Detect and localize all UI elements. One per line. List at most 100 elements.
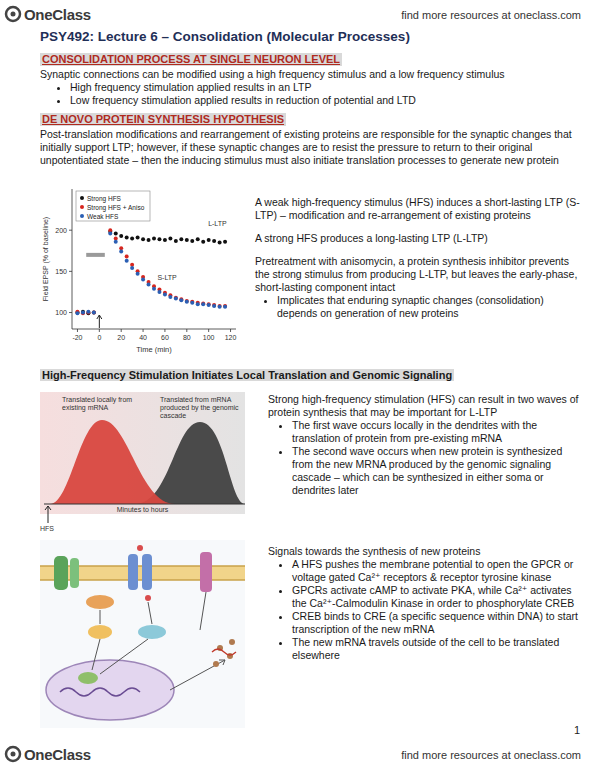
wave-local bbox=[50, 420, 175, 504]
x-tick-label: 100 bbox=[203, 334, 215, 341]
data-point bbox=[185, 300, 189, 304]
kinase-receptor bbox=[200, 552, 212, 592]
logo-text: OneClass bbox=[24, 6, 91, 23]
data-point bbox=[196, 237, 200, 241]
x-tick-label: 120 bbox=[225, 334, 237, 341]
data-point bbox=[212, 304, 216, 308]
side-text: A weak high-frequency stimulus (HFS) ind… bbox=[255, 196, 585, 330]
data-point bbox=[130, 266, 134, 270]
y-axis-label: Field EPSP (% of baseline) bbox=[42, 217, 50, 301]
data-point bbox=[125, 255, 129, 259]
data-point bbox=[212, 239, 216, 243]
logo-dot bbox=[11, 12, 16, 17]
data-point bbox=[75, 311, 79, 315]
waves-x-label: Minutes to hours bbox=[40, 506, 245, 513]
x-tick bbox=[230, 329, 231, 332]
data-point bbox=[218, 241, 222, 245]
y-tick bbox=[69, 271, 72, 272]
data-point bbox=[114, 240, 118, 244]
data-point bbox=[141, 237, 145, 241]
data-point bbox=[147, 238, 151, 242]
logo: OneClass bbox=[4, 4, 91, 24]
data-point bbox=[212, 303, 216, 307]
data-point bbox=[125, 236, 129, 240]
data-point bbox=[223, 240, 227, 244]
logo: OneClass bbox=[4, 744, 91, 764]
legend-label: Strong HFS + Aniso bbox=[87, 204, 145, 212]
legend: Strong HFSStrong HFS + AnisoWeak HFS bbox=[76, 191, 150, 221]
x-tick-label: 40 bbox=[139, 334, 147, 341]
section-heading: DE NOVO PROTEIN SYNTHESIS HYPOTHESIS bbox=[40, 113, 286, 126]
figure-bg bbox=[40, 392, 245, 514]
data-point bbox=[92, 311, 96, 315]
logo-icon bbox=[4, 745, 22, 763]
y-tick bbox=[69, 230, 72, 231]
bullet: The first wave occurs locally in the den… bbox=[292, 419, 585, 445]
x-axis-label: Time (min) bbox=[136, 345, 172, 354]
data-point bbox=[190, 300, 194, 304]
x-tick-label: 0 bbox=[97, 334, 101, 341]
page-number: 1 bbox=[574, 724, 580, 736]
bullet-list: A HFS pushes the membrane potential to o… bbox=[268, 558, 585, 662]
x-axis bbox=[72, 329, 236, 330]
data-point bbox=[174, 239, 178, 243]
plot-marks bbox=[75, 228, 227, 328]
x-tick bbox=[186, 329, 187, 332]
data-point bbox=[207, 302, 211, 306]
data-point bbox=[163, 238, 167, 242]
logo-dot bbox=[11, 752, 16, 757]
data-point bbox=[86, 311, 90, 315]
creb bbox=[78, 672, 98, 684]
data-point bbox=[185, 299, 189, 303]
paragraph: A weak high-frequency stimulus (HFS) ind… bbox=[255, 196, 585, 222]
y-axis bbox=[72, 189, 73, 329]
side-item: Pretreatment with anisomycin, a protein … bbox=[255, 255, 585, 320]
drug-bar bbox=[86, 253, 105, 257]
section: CONSOLIDATION PROCESS AT SINGLE NEURON L… bbox=[40, 53, 585, 107]
x-tick bbox=[121, 329, 122, 332]
ribosome bbox=[213, 661, 219, 667]
pathway-arrow bbox=[170, 660, 225, 690]
x-tick bbox=[143, 329, 144, 332]
logo-text: OneClass bbox=[24, 746, 91, 763]
legend-label: Strong HFS bbox=[87, 195, 122, 203]
paragraph: Post-translation modifications and rearr… bbox=[40, 128, 585, 167]
data-point bbox=[86, 310, 90, 314]
logo-icon bbox=[4, 5, 22, 23]
title: PSY492: Lecture 6 – Consolidation (Molec… bbox=[40, 29, 410, 44]
data-point bbox=[201, 240, 205, 244]
data-point bbox=[190, 301, 194, 305]
data-point bbox=[114, 231, 118, 235]
receptor bbox=[70, 558, 79, 588]
data-point bbox=[119, 250, 123, 254]
legend-swatch bbox=[80, 214, 84, 218]
bullet-list: The first wave occurs locally in the den… bbox=[268, 419, 585, 497]
bullet: High frequency stimulation applied resul… bbox=[70, 81, 585, 94]
data-point bbox=[125, 259, 129, 263]
data-point bbox=[157, 237, 161, 241]
bullet: GPCRs activate cAMP to activate PKA, whi… bbox=[292, 584, 585, 610]
channel bbox=[128, 554, 138, 590]
data-point bbox=[168, 236, 172, 240]
bullet: A HFS pushes the membrane potential to o… bbox=[292, 558, 585, 584]
legend-label: Weak HFS bbox=[87, 213, 119, 220]
paragraph: Signals towards the synthesis of new pro… bbox=[268, 545, 585, 558]
dna bbox=[60, 688, 140, 696]
arrow-head bbox=[219, 660, 225, 665]
nucleus bbox=[46, 660, 174, 720]
side-text: Signals towards the synthesis of new pro… bbox=[268, 545, 585, 662]
bullet: Low frequency stimulation applied result… bbox=[70, 94, 585, 107]
mrna bbox=[212, 649, 236, 655]
x-tick bbox=[208, 329, 209, 332]
data-point bbox=[157, 290, 161, 294]
pka bbox=[88, 625, 112, 639]
data-point bbox=[190, 239, 194, 243]
x-tick bbox=[77, 329, 78, 332]
data-point bbox=[147, 283, 151, 287]
logo-ring bbox=[6, 7, 20, 21]
data-point bbox=[207, 303, 211, 307]
legend-box bbox=[76, 191, 150, 221]
signaling-diagram bbox=[40, 540, 245, 728]
logo-ring bbox=[6, 747, 20, 761]
y-tick-label: 150 bbox=[55, 268, 67, 275]
